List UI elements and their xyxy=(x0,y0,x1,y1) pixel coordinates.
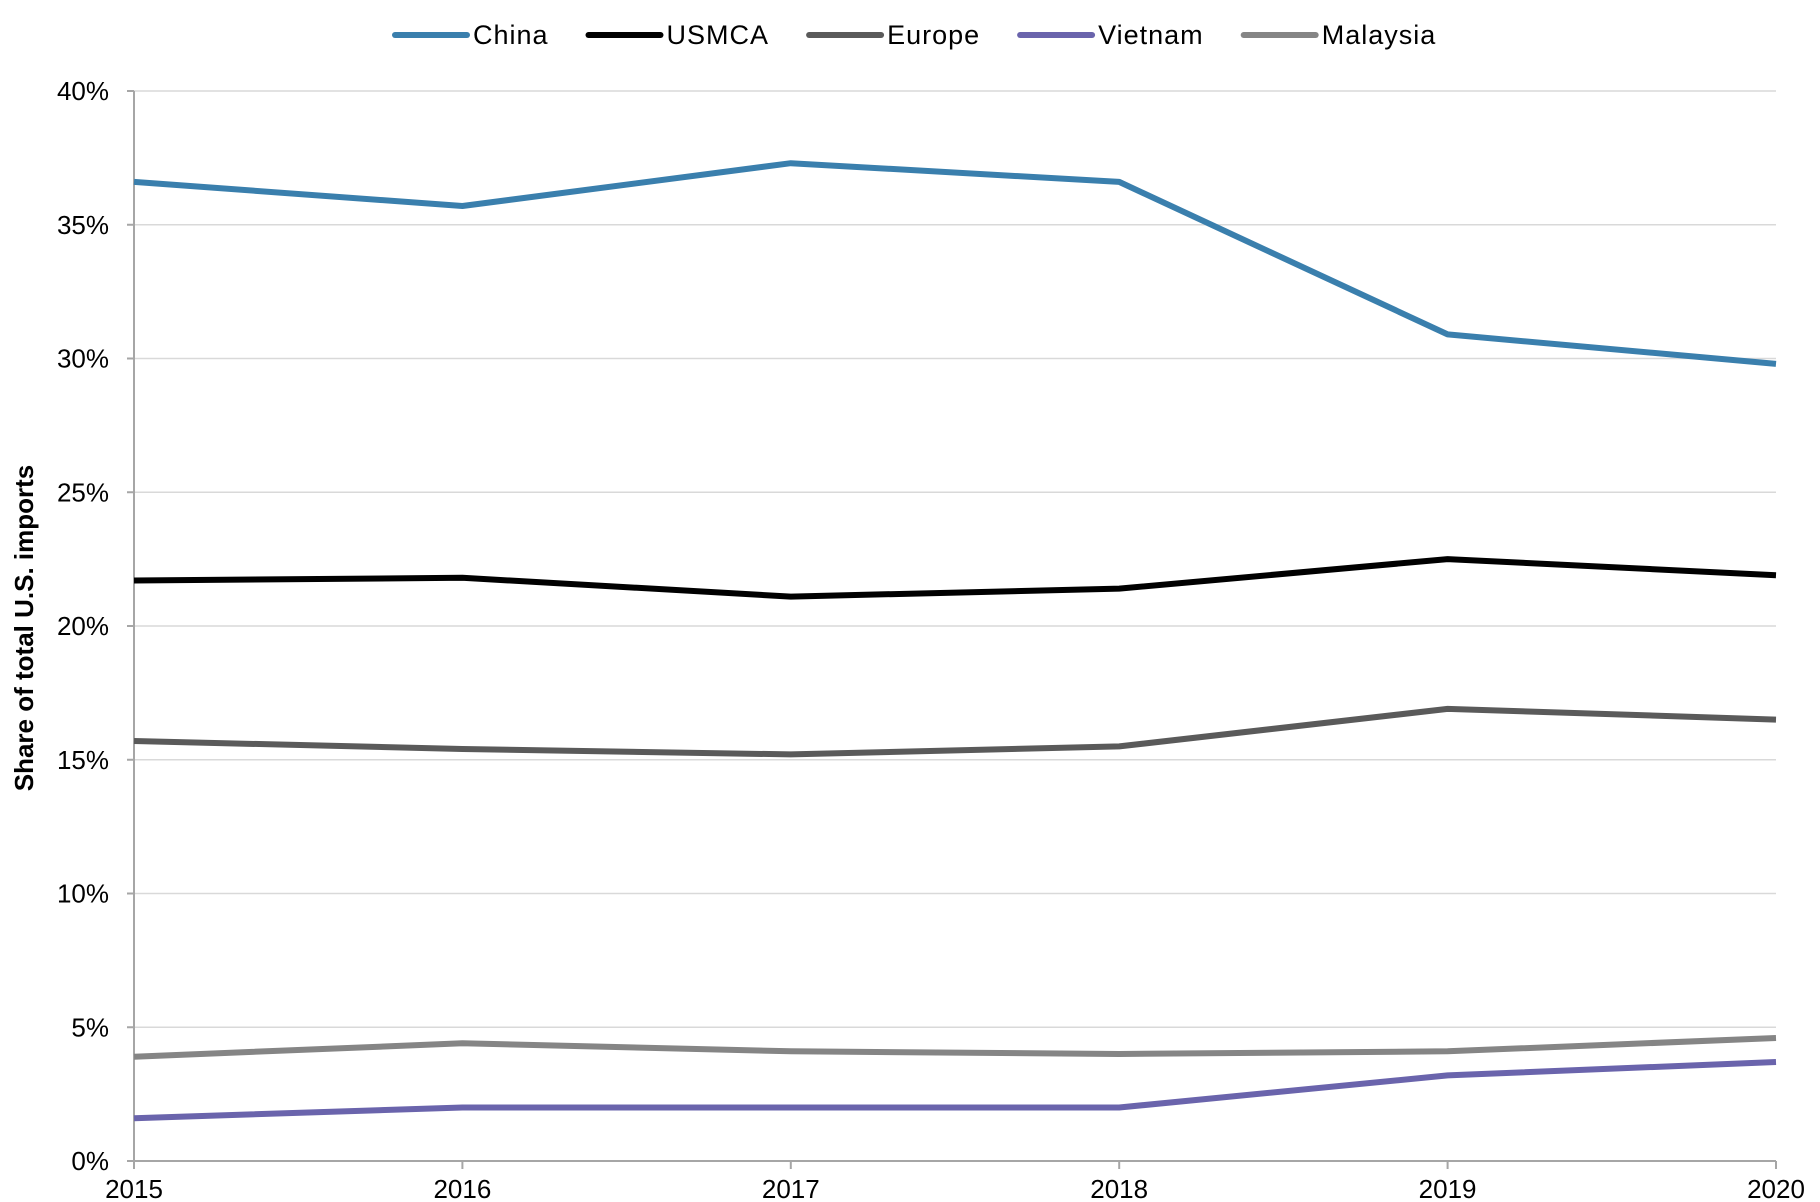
y-tick-label: 25% xyxy=(57,477,109,507)
legend-label: China xyxy=(473,20,549,50)
gridlines xyxy=(134,90,1776,1028)
series-line-china xyxy=(133,160,1777,367)
legend-item-china: China xyxy=(392,20,549,50)
axes xyxy=(127,90,1777,1169)
tick-labels: 0% 5% 10% 15% 20% 25% 30% 35% 40% 2015 2016 2017 201… xyxy=(57,76,1805,1202)
legend-label: Malaysia xyxy=(1322,20,1437,50)
legend-item-usmca: USMCA xyxy=(585,20,770,50)
legend-label: Europe xyxy=(887,20,980,50)
y-tick-label: 0% xyxy=(71,1146,109,1176)
legend-item-vietnam: Vietnam xyxy=(1017,20,1204,50)
y-tick-label: 10% xyxy=(57,879,109,909)
series-line-vietnam xyxy=(133,1059,1777,1122)
series-line-malaysia xyxy=(133,1035,1777,1060)
series-line-usmca xyxy=(133,556,1777,600)
y-tick-label: 35% xyxy=(57,210,109,240)
x-tick-label: 2018 xyxy=(1090,1174,1148,1202)
legend: China USMCA Europe Vietnam Malaysia xyxy=(392,20,1437,50)
y-tick-label: 30% xyxy=(57,344,109,374)
legend-item-europe: Europe xyxy=(806,20,980,50)
y-tick-label: 20% xyxy=(57,611,109,641)
x-tick-label: 2020 xyxy=(1747,1174,1805,1202)
x-tick-label: 2015 xyxy=(105,1174,163,1202)
y-tick-label: 15% xyxy=(57,745,109,775)
x-tick-label: 2017 xyxy=(762,1174,820,1202)
y-axis-title: Share of total U.S. imports xyxy=(9,465,39,792)
legend-item-malaysia: Malaysia xyxy=(1240,20,1437,50)
series-line-europe xyxy=(133,705,1777,758)
x-tick-label: 2019 xyxy=(1419,1174,1477,1202)
y-tick-label: 40% xyxy=(57,76,109,106)
y-tick-label: 5% xyxy=(71,1012,109,1042)
series-lines xyxy=(133,160,1777,1122)
legend-label: USMCA xyxy=(667,20,770,50)
legend-label: Vietnam xyxy=(1098,20,1204,50)
x-tick-label: 2016 xyxy=(433,1174,491,1202)
